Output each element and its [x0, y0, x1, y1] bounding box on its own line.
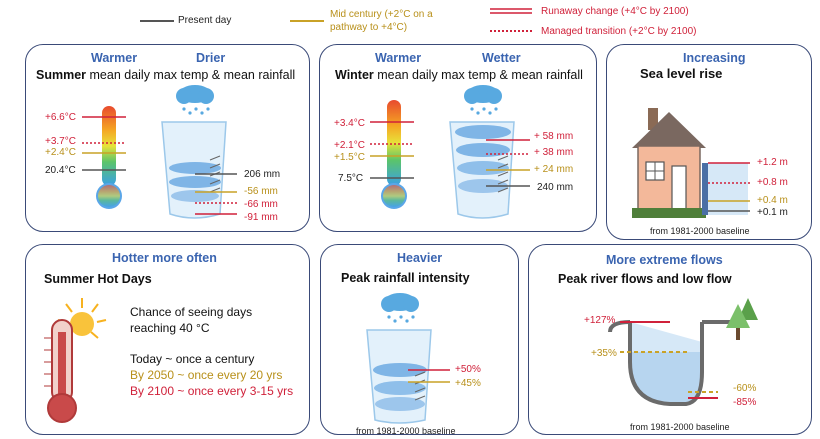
summer-title: Summer mean daily max temp & mean rainfa…	[36, 68, 296, 82]
heavy-markers	[408, 369, 450, 383]
heavy-runaway: +50%	[455, 364, 481, 375]
heavy-beaker-icon	[366, 293, 432, 424]
flows-peak-runaway: +127%	[584, 315, 616, 326]
sea-baseline-note: from 1981-2000 baseline	[650, 226, 750, 236]
sea-level-runaway: +1.2 m	[757, 157, 788, 168]
sea-level-present: +0.1 m	[757, 207, 788, 218]
winter-temp-runaway: +3.4°C	[334, 118, 365, 129]
hot-thermometer-sun-icon	[44, 298, 107, 423]
summer-header-warmer: Warmer	[91, 51, 138, 65]
hot-today: Today ~ once a century	[130, 352, 255, 366]
winter-rain-mid: + 24 mm	[534, 164, 574, 175]
hot-chance-line1: Chance of seeing days	[130, 305, 253, 319]
sea-header: Increasing	[683, 51, 746, 65]
present-day-line-icon	[140, 20, 174, 22]
summer-temp-mid: +2.4°C	[45, 147, 76, 158]
winter-temp-markers	[370, 121, 414, 179]
summer-header-drier: Drier	[196, 51, 226, 65]
legend-managed-transition: Managed transition (+2°C by 2100)	[541, 26, 697, 37]
flows-low-mid: -60%	[733, 383, 757, 394]
summer-temp-runaway: +6.6°C	[45, 112, 76, 123]
winter-beaker-icon	[449, 85, 515, 219]
flows-peak-mid: +35%	[591, 348, 617, 359]
summer-rain-markers	[195, 173, 237, 215]
hot-by-2100: By 2100 ~ once every 3-15 yrs	[130, 384, 294, 398]
winter-temp-mid: +1.5°C	[334, 152, 365, 163]
winter-rain-runaway: + 58 mm	[534, 131, 574, 142]
winter-rain-markers	[486, 139, 530, 187]
flows-header: More extreme flows	[606, 253, 723, 267]
legend-mid-century: Mid century (+2°C on a pathway to +4°C)	[330, 9, 433, 33]
hot-title: Summer Hot Days	[44, 272, 152, 286]
summer-beaker-icon	[161, 85, 227, 219]
runaway-change-line-icon	[490, 8, 532, 14]
summer-thermometer-icon	[96, 106, 122, 209]
sea-level-gauge	[702, 162, 750, 215]
winter-rain-managed: + 38 mm	[534, 147, 574, 158]
heavy-title: Peak rainfall intensity	[341, 271, 470, 285]
flows-low-runaway: -85%	[733, 397, 757, 408]
sea-level-mid: +0.4 m	[757, 195, 788, 206]
summer-rain-present: 206 mm	[244, 169, 281, 180]
summer-temp-managed: +3.7°C	[45, 136, 76, 147]
winter-title: Winter mean daily max temp & mean rainfa…	[335, 68, 583, 82]
summer-temp-present: 20.4°C	[45, 165, 76, 176]
heavy-header: Heavier	[397, 251, 443, 265]
summer-rain-runaway: -91 mm	[244, 212, 278, 223]
winter-header-warmer: Warmer	[375, 51, 422, 65]
managed-transition-line-icon	[490, 30, 532, 32]
summer-rain-managed: -66 mm	[244, 199, 278, 210]
legend-present-day: Present day	[178, 15, 232, 26]
sea-level-managed: +0.8 m	[757, 177, 788, 188]
heavy-baseline-note: from 1981-2000 baseline	[356, 426, 456, 436]
river-channel-icon	[608, 298, 758, 406]
sea-title: Sea level rise	[640, 66, 723, 81]
hot-header: Hotter more often	[112, 251, 217, 265]
heavy-mid: +45%	[455, 378, 481, 389]
mid-century-line-icon	[290, 20, 324, 22]
winter-header-wetter: Wetter	[482, 51, 521, 65]
house-icon	[632, 108, 706, 218]
flows-baseline-note: from 1981-2000 baseline	[630, 422, 730, 432]
hot-by-2050: By 2050 ~ once every 20 yrs	[130, 368, 283, 382]
legend: Present day Mid century (+2°C on a pathw…	[0, 0, 820, 42]
legend-runaway-change: Runaway change (+4°C by 2100)	[541, 6, 689, 17]
summer-temp-markers	[82, 116, 126, 171]
flows-title: Peak river flows and low flow	[558, 272, 732, 286]
winter-temp-managed: +2.1°C	[334, 140, 365, 151]
winter-temp-present: 7.5°C	[338, 173, 364, 184]
summer-rain-mid: -56 mm	[244, 186, 278, 197]
hot-chance-line2: reaching 40 °C	[130, 321, 210, 335]
winter-rain-present: 240 mm	[537, 182, 574, 193]
